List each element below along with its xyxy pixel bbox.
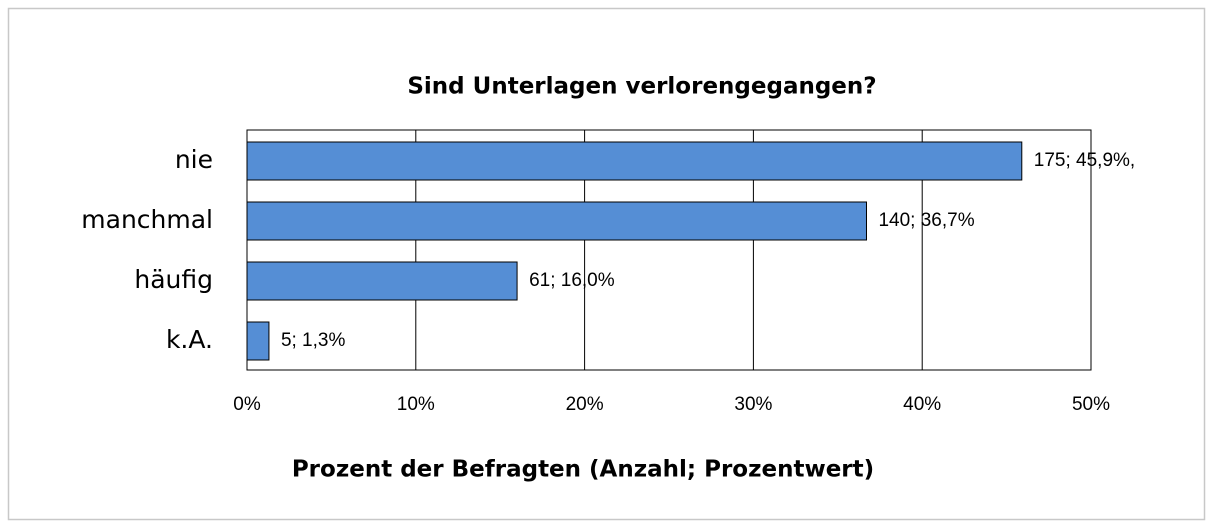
bar (246, 261, 518, 301)
value-label: 5; 1,3% (281, 330, 346, 351)
chart-border (7, 7, 1206, 521)
x-tick-label: 40% (903, 394, 941, 415)
value-label: 140; 36,7% (878, 210, 974, 231)
bar (246, 201, 867, 241)
bar (246, 141, 1023, 181)
x-tick-label: 30% (734, 394, 772, 415)
x-tick-label: 10% (397, 394, 435, 415)
value-label: 61; 16,0% (529, 270, 615, 291)
x-tick-label: 50% (1072, 394, 1110, 415)
y-tick-label: manchmal (81, 205, 213, 234)
value-label: 175; 45,9%, (1034, 150, 1135, 171)
x-axis-title: Prozent der Befragten (Anzahl; Prozentwe… (292, 457, 874, 483)
y-tick-label: nie (175, 145, 213, 174)
chart-title: Sind Unterlagen verlorengegangen? (407, 74, 876, 100)
x-tick-label: 20% (566, 394, 604, 415)
bar (246, 321, 270, 361)
y-tick-label: k.A. (166, 325, 213, 354)
x-tick-label: 0% (233, 394, 261, 415)
y-tick-label: häufig (134, 265, 213, 294)
